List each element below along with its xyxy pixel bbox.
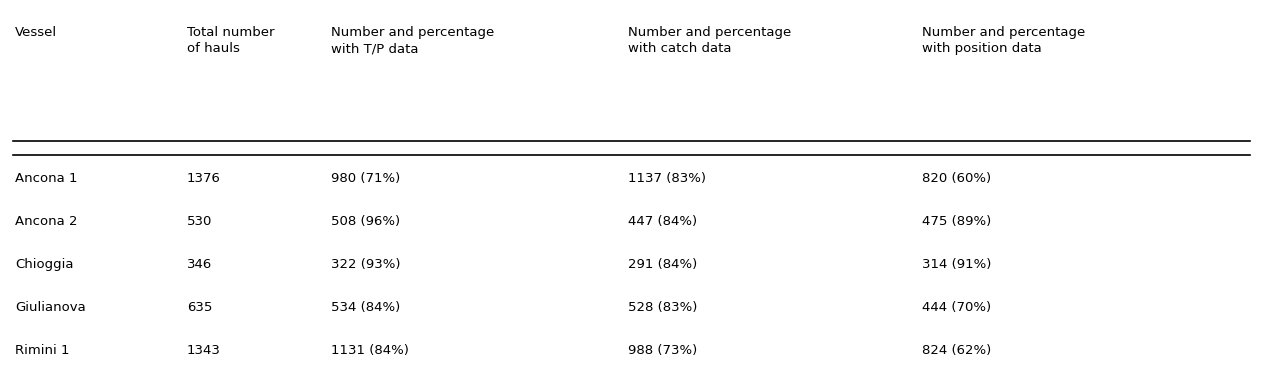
Text: 1376: 1376 [187, 172, 221, 185]
Text: 534 (84%): 534 (84%) [331, 301, 400, 314]
Text: 824 (62%): 824 (62%) [922, 344, 991, 357]
Text: Giulianova: Giulianova [15, 301, 86, 314]
Text: 1137 (83%): 1137 (83%) [628, 172, 706, 185]
Text: 508 (96%): 508 (96%) [331, 215, 400, 228]
Text: Number and percentage
with position data: Number and percentage with position data [922, 26, 1085, 55]
Text: Rimini 1: Rimini 1 [15, 344, 69, 357]
Text: Number and percentage
with T/P data: Number and percentage with T/P data [331, 26, 494, 55]
Text: Number and percentage
with catch data: Number and percentage with catch data [628, 26, 791, 55]
Text: 322 (93%): 322 (93%) [331, 258, 400, 271]
Text: Ancona 1: Ancona 1 [15, 172, 77, 185]
Text: 530: 530 [187, 215, 212, 228]
Text: 444 (70%): 444 (70%) [922, 301, 991, 314]
Text: 988 (73%): 988 (73%) [628, 344, 697, 357]
Text: 314 (91%): 314 (91%) [922, 258, 991, 271]
Text: 1131 (84%): 1131 (84%) [331, 344, 409, 357]
Text: 1343: 1343 [187, 344, 221, 357]
Text: 346: 346 [187, 258, 212, 271]
Text: 980 (71%): 980 (71%) [331, 172, 400, 185]
Text: 528 (83%): 528 (83%) [628, 301, 697, 314]
Text: 447 (84%): 447 (84%) [628, 215, 697, 228]
Text: Total number
of hauls: Total number of hauls [187, 26, 274, 55]
Text: 820 (60%): 820 (60%) [922, 172, 991, 185]
Text: Ancona 2: Ancona 2 [15, 215, 77, 228]
Text: Vessel: Vessel [15, 26, 57, 39]
Text: Chioggia: Chioggia [15, 258, 73, 271]
Text: 475 (89%): 475 (89%) [922, 215, 991, 228]
Text: 291 (84%): 291 (84%) [628, 258, 697, 271]
Text: 635: 635 [187, 301, 212, 314]
